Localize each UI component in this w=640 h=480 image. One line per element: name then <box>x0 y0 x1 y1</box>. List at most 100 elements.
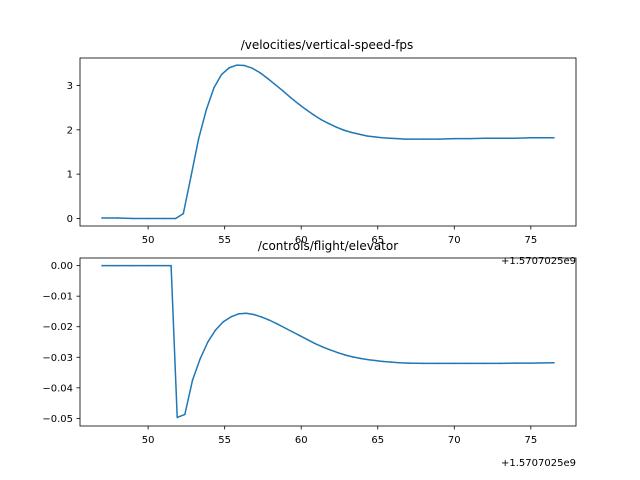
x-tick-label: 75 <box>524 235 537 246</box>
data-point <box>305 108 307 111</box>
series-layer <box>101 64 555 220</box>
data-point <box>553 137 555 139</box>
y-tick-label: −0.04 <box>42 383 73 394</box>
data-point <box>499 137 501 139</box>
data-point <box>396 137 399 140</box>
y-tick-label: −0.02 <box>42 322 73 333</box>
x-tick-label: 70 <box>448 235 461 246</box>
x-tick-label: 50 <box>142 435 155 446</box>
data-point <box>404 138 407 140</box>
data-point <box>176 416 178 419</box>
x-tick-label: 60 <box>295 435 308 446</box>
data-point <box>162 264 165 267</box>
data-point <box>251 67 253 69</box>
x-tick-label: 70 <box>448 435 461 446</box>
data-point <box>245 312 247 315</box>
data-point <box>328 122 330 125</box>
data-point <box>312 113 315 116</box>
x-tick-label: 75 <box>524 435 537 446</box>
data-point <box>213 86 215 89</box>
data-point <box>282 90 284 92</box>
chart-title: /controls/flight/elevator <box>258 239 398 253</box>
data-point <box>184 413 186 416</box>
data-point <box>530 362 532 364</box>
data-point <box>320 118 322 121</box>
y-tick-label: 3 <box>67 81 73 92</box>
data-point <box>266 77 269 80</box>
y-tick-label: 0 <box>67 214 73 225</box>
data-point <box>222 321 224 323</box>
data-point <box>220 73 223 76</box>
data-point <box>205 109 208 111</box>
y-axis-ticks: 0.00 −0.01 −0.02 −0.03 −0.04 −0.05 <box>42 261 80 425</box>
data-point <box>438 362 440 365</box>
data-point <box>389 137 391 139</box>
series-layer <box>101 264 555 419</box>
data-point <box>407 362 410 364</box>
data-point <box>438 138 440 140</box>
data-point <box>174 217 177 220</box>
data-point <box>253 313 255 316</box>
elevator-chart: 50 55 60 65 70 75 0.00 −0.01 −0.02 −0.03 −0.04 −0.… <box>42 239 577 469</box>
data-point <box>375 359 377 362</box>
data-point <box>383 360 385 363</box>
vertical-speed-chart: /velocities/vertical-speed-fps 50 55 60 65 7… <box>67 38 577 267</box>
data-point <box>453 362 456 365</box>
y-tick-label: −0.05 <box>42 414 73 425</box>
data-point <box>314 342 316 345</box>
x-axis-offset-label: +1.5707025e9 <box>501 256 576 267</box>
data-point <box>132 264 134 267</box>
x-axis-ticks: 50 55 60 65 70 75 <box>142 426 537 446</box>
data-point <box>358 133 361 135</box>
data-point <box>337 351 339 354</box>
data-point <box>283 326 286 329</box>
data-point <box>335 126 338 128</box>
x-tick-label: 55 <box>218 435 231 446</box>
x-tick-label: 60 <box>295 235 308 246</box>
data-point <box>101 264 103 267</box>
data-point <box>197 137 200 140</box>
data-point <box>182 212 185 215</box>
data-point <box>147 217 149 220</box>
data-point <box>190 175 192 178</box>
data-point <box>390 361 393 363</box>
data-point <box>329 349 332 351</box>
y-tick-label: 1 <box>67 170 73 181</box>
data-point <box>306 338 309 341</box>
data-point <box>274 83 276 86</box>
x-tick-label: 55 <box>218 235 231 246</box>
data-point <box>243 64 246 67</box>
data-point <box>350 131 353 134</box>
chart-title: /velocities/vertical-speed-fps <box>241 38 414 52</box>
y-tick-label: −0.01 <box>42 292 73 303</box>
data-point <box>422 138 425 140</box>
data-point <box>422 362 425 365</box>
data-point <box>228 67 231 69</box>
data-point <box>343 129 345 131</box>
x-axis-offset-label: +1.5707025e9 <box>501 458 576 469</box>
data-point <box>553 362 555 364</box>
data-point <box>116 217 119 219</box>
y-axis-ticks: 0 1 2 3 <box>67 81 80 225</box>
data-point <box>321 346 324 348</box>
data-point <box>367 358 370 361</box>
data-point <box>366 135 368 137</box>
x-tick-label: 65 <box>371 435 384 446</box>
y-tick-label: 2 <box>67 125 73 136</box>
series-line <box>101 264 555 419</box>
plot-frame <box>79 257 577 427</box>
data-point <box>360 357 362 360</box>
data-point <box>291 330 293 333</box>
data-point <box>468 137 471 140</box>
data-point <box>298 334 301 337</box>
data-point <box>207 341 209 343</box>
data-point <box>499 362 501 365</box>
plot-frame <box>79 57 577 227</box>
data-point <box>170 264 172 267</box>
data-point <box>214 329 217 331</box>
x-axis-ticks: 50 55 60 65 70 75 <box>142 226 537 246</box>
data-point <box>514 362 517 364</box>
data-point <box>236 64 238 66</box>
